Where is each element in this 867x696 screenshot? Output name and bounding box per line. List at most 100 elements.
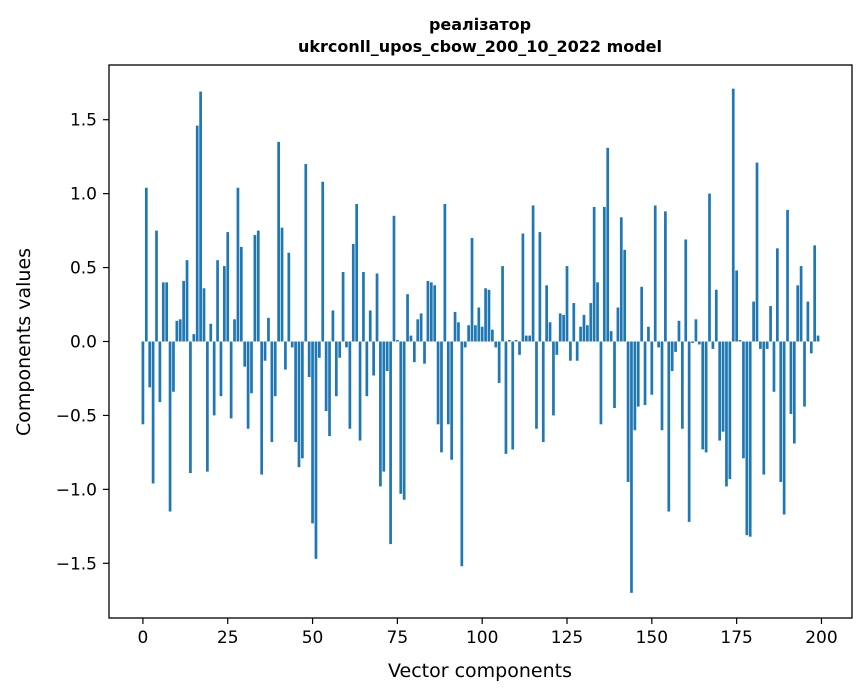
bar [328,341,331,437]
bar [796,285,800,342]
bar [189,341,192,474]
y-tick-label: 1.5 [70,111,97,131]
bar [742,341,745,459]
bar [301,341,304,459]
bar [477,307,481,342]
bar [769,306,772,342]
bar [803,341,806,407]
bar [440,341,443,453]
bar [246,341,250,429]
bar [209,323,213,342]
bar [691,341,694,343]
bar [667,341,671,512]
bar [450,341,454,460]
bar [389,341,392,545]
bar [480,326,484,342]
bar [596,282,599,342]
bar [792,341,796,444]
bar [396,340,399,342]
bar [670,341,674,372]
bar [297,341,301,468]
bar [759,341,762,349]
bar [236,187,240,342]
bar [402,341,406,500]
bar [311,341,314,524]
bar [287,252,291,342]
x-tick-label: 75 [387,628,409,648]
bar [677,320,681,342]
bar [599,341,603,425]
bar [314,341,318,559]
bar [674,341,677,352]
bar [772,341,776,392]
bar [748,341,752,537]
bar [714,289,718,342]
bar [399,341,403,494]
bar [294,341,297,443]
bar [290,341,294,348]
bar [694,319,698,342]
bar [494,341,498,348]
bar [250,341,253,394]
bar [779,341,783,482]
bar [178,319,182,342]
bar [708,193,711,342]
bar [640,286,644,342]
bar [565,266,569,342]
bar [582,314,586,342]
bar [579,326,582,342]
bar [317,341,321,358]
bar [511,341,515,450]
bar [348,341,352,429]
bar [619,217,623,342]
bar [521,233,525,342]
bar [467,325,470,342]
bar [365,341,369,397]
bar [616,307,620,342]
bar [586,325,589,342]
bar [762,341,766,475]
bar [650,341,654,395]
bar [321,181,325,342]
bar [158,341,162,403]
bar [633,341,637,431]
bar [175,320,179,342]
bar [731,88,735,342]
bar [711,341,715,349]
bar [304,164,308,342]
bar [202,288,206,342]
bar [229,341,233,419]
bar [222,266,226,342]
bar [379,341,382,487]
bar [809,341,813,354]
bar [470,238,474,342]
bar [277,141,280,342]
bar [267,317,270,342]
bar [155,230,158,342]
bar [382,341,386,472]
bar [606,147,610,342]
bar [426,280,430,342]
bar [518,341,521,355]
bar [474,325,477,342]
bar [609,331,613,342]
bar [528,335,532,342]
bar [165,282,169,342]
bar [497,341,501,383]
chart-title-line1: реалізатор [429,15,531,34]
bar [256,230,260,342]
bar [613,341,616,409]
bar [491,329,494,342]
chart-title-line2: ukrconll_upos_cbow_200_10_2022 model [298,37,662,56]
bar [535,341,538,429]
bar [738,340,742,342]
bar [433,285,437,342]
bar [725,341,728,487]
bar [681,341,684,429]
bar [429,282,433,342]
bar [144,187,148,342]
bar [687,341,691,522]
bar [423,341,426,364]
bar [362,272,365,342]
